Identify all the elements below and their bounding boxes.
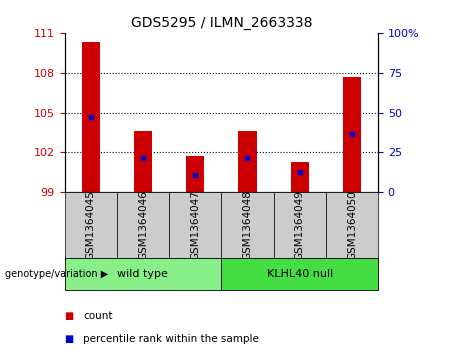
Bar [65, 258, 221, 290]
Text: GSM1364048: GSM1364048 [242, 190, 253, 260]
Title: GDS5295 / ILMN_2663338: GDS5295 / ILMN_2663338 [130, 16, 312, 30]
Text: ■: ■ [65, 311, 74, 321]
Bar [117, 192, 169, 258]
Bar [290, 162, 309, 192]
Bar [221, 258, 378, 290]
Bar [134, 131, 152, 192]
Bar [169, 192, 221, 258]
Text: KLHL40 null: KLHL40 null [266, 269, 333, 279]
Bar [82, 42, 100, 192]
Bar [65, 192, 117, 258]
Text: count: count [83, 311, 112, 321]
Bar [343, 77, 361, 192]
Text: GSM1364050: GSM1364050 [347, 190, 357, 260]
Text: GSM1364046: GSM1364046 [138, 190, 148, 260]
Bar [186, 156, 204, 192]
Text: GSM1364047: GSM1364047 [190, 190, 200, 260]
Text: GSM1364045: GSM1364045 [86, 190, 96, 260]
Text: GSM1364049: GSM1364049 [295, 190, 305, 260]
Text: ■: ■ [65, 334, 74, 344]
Bar [273, 192, 326, 258]
Bar [238, 131, 256, 192]
Text: wild type: wild type [118, 269, 168, 279]
Bar [221, 192, 273, 258]
Bar [326, 192, 378, 258]
Text: genotype/variation ▶: genotype/variation ▶ [5, 269, 108, 279]
Text: percentile rank within the sample: percentile rank within the sample [83, 334, 259, 344]
